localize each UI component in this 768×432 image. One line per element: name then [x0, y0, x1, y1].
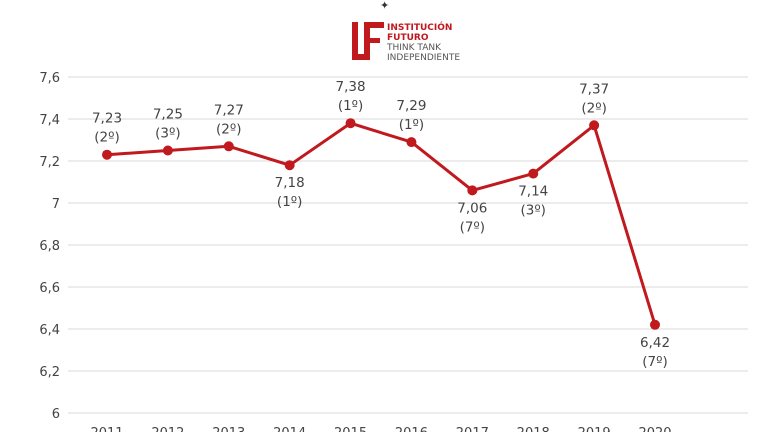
data-points — [102, 118, 660, 330]
data-point — [650, 319, 660, 330]
logo-line-2: FUTURO — [387, 33, 429, 43]
data-point — [528, 168, 539, 179]
y-tick-label: 7 — [52, 197, 60, 212]
series-line — [106, 121, 657, 326]
data-label-value: 7,27 — [214, 102, 244, 118]
x-tick-label: 2013 — [212, 426, 245, 432]
x-tick-label: 2011 — [90, 426, 123, 432]
x-tick-label: 2014 — [273, 426, 306, 432]
logo-line-3: THINK TANK — [386, 43, 442, 53]
data-point — [284, 160, 295, 171]
data-point — [406, 137, 417, 148]
data-label-value: 7,25 — [153, 107, 183, 123]
logo-star-icon: ✦ — [380, 0, 389, 12]
data-label-value: 7,37 — [579, 81, 609, 97]
y-tick-label: 7,2 — [39, 155, 60, 170]
x-tick-label: 2017 — [456, 426, 489, 432]
data-label-value: 7,38 — [336, 79, 366, 95]
data-label-rank: (7º) — [460, 219, 485, 235]
data-point — [467, 185, 478, 196]
y-tick-label: 6,6 — [39, 281, 60, 296]
gridlines — [68, 76, 748, 414]
data-point — [162, 145, 173, 156]
data-label-value: 7,23 — [92, 111, 122, 127]
data-label-value: 7,14 — [518, 184, 548, 200]
data-label-rank: (1º) — [277, 194, 302, 210]
data-point — [102, 149, 112, 160]
x-tick-label: 2018 — [517, 426, 550, 432]
x-tick-label: 2019 — [578, 426, 611, 432]
logo-line-1: INSTITUCIÓN — [387, 21, 452, 33]
logo-mark-icon — [352, 22, 384, 60]
data-label-rank: (2º) — [94, 130, 119, 146]
data-label-value: 7,06 — [457, 200, 487, 216]
data-labels: 7,23 (2º) 7,25 (3º) 7,27 (2º) 7,18 (1º) 7,38 (1º)… — [92, 79, 670, 370]
data-label-rank: (2º) — [216, 121, 241, 137]
y-tick-label: 6,4 — [39, 323, 60, 338]
data-point — [589, 120, 600, 131]
data-label-rank: (3º) — [155, 126, 180, 142]
y-axis-ticks: 6 6,2 6,4 6,6 6,8 7 7,2 7,4 7,6 — [39, 71, 60, 422]
data-label-value: 6,42 — [640, 335, 670, 351]
y-tick-label: 6 — [52, 407, 60, 422]
y-tick-label: 7,6 — [39, 71, 60, 86]
data-label-rank: (1º) — [399, 117, 424, 133]
data-label-value: 7,18 — [275, 175, 305, 191]
y-tick-label: 6,8 — [39, 239, 60, 254]
x-tick-label: 2016 — [395, 426, 428, 432]
logo-line-4: INDEPENDIENTE — [387, 53, 460, 63]
y-tick-label: 6,2 — [39, 365, 60, 380]
y-tick-label: 7,4 — [39, 113, 60, 128]
institucion-futuro-logo: ✦ INSTITUCIÓN FUTURO THINK TANK INDEPEND… — [352, 0, 460, 63]
x-tick-label: 2020 — [638, 426, 671, 432]
data-point — [345, 118, 356, 129]
data-label-value: 7,29 — [396, 98, 426, 114]
data-label-rank: (3º) — [520, 203, 545, 219]
x-tick-label: 2015 — [334, 426, 367, 432]
data-point — [223, 141, 234, 152]
x-axis-ticks: 2011 2012 2013 2014 2015 2016 2017 2018 2019 2020 — [90, 426, 671, 432]
data-label-rank: (2º) — [581, 100, 606, 116]
data-label-rank: (7º) — [642, 354, 667, 370]
x-tick-label: 2012 — [151, 426, 184, 432]
data-label-rank: (1º) — [338, 98, 363, 114]
